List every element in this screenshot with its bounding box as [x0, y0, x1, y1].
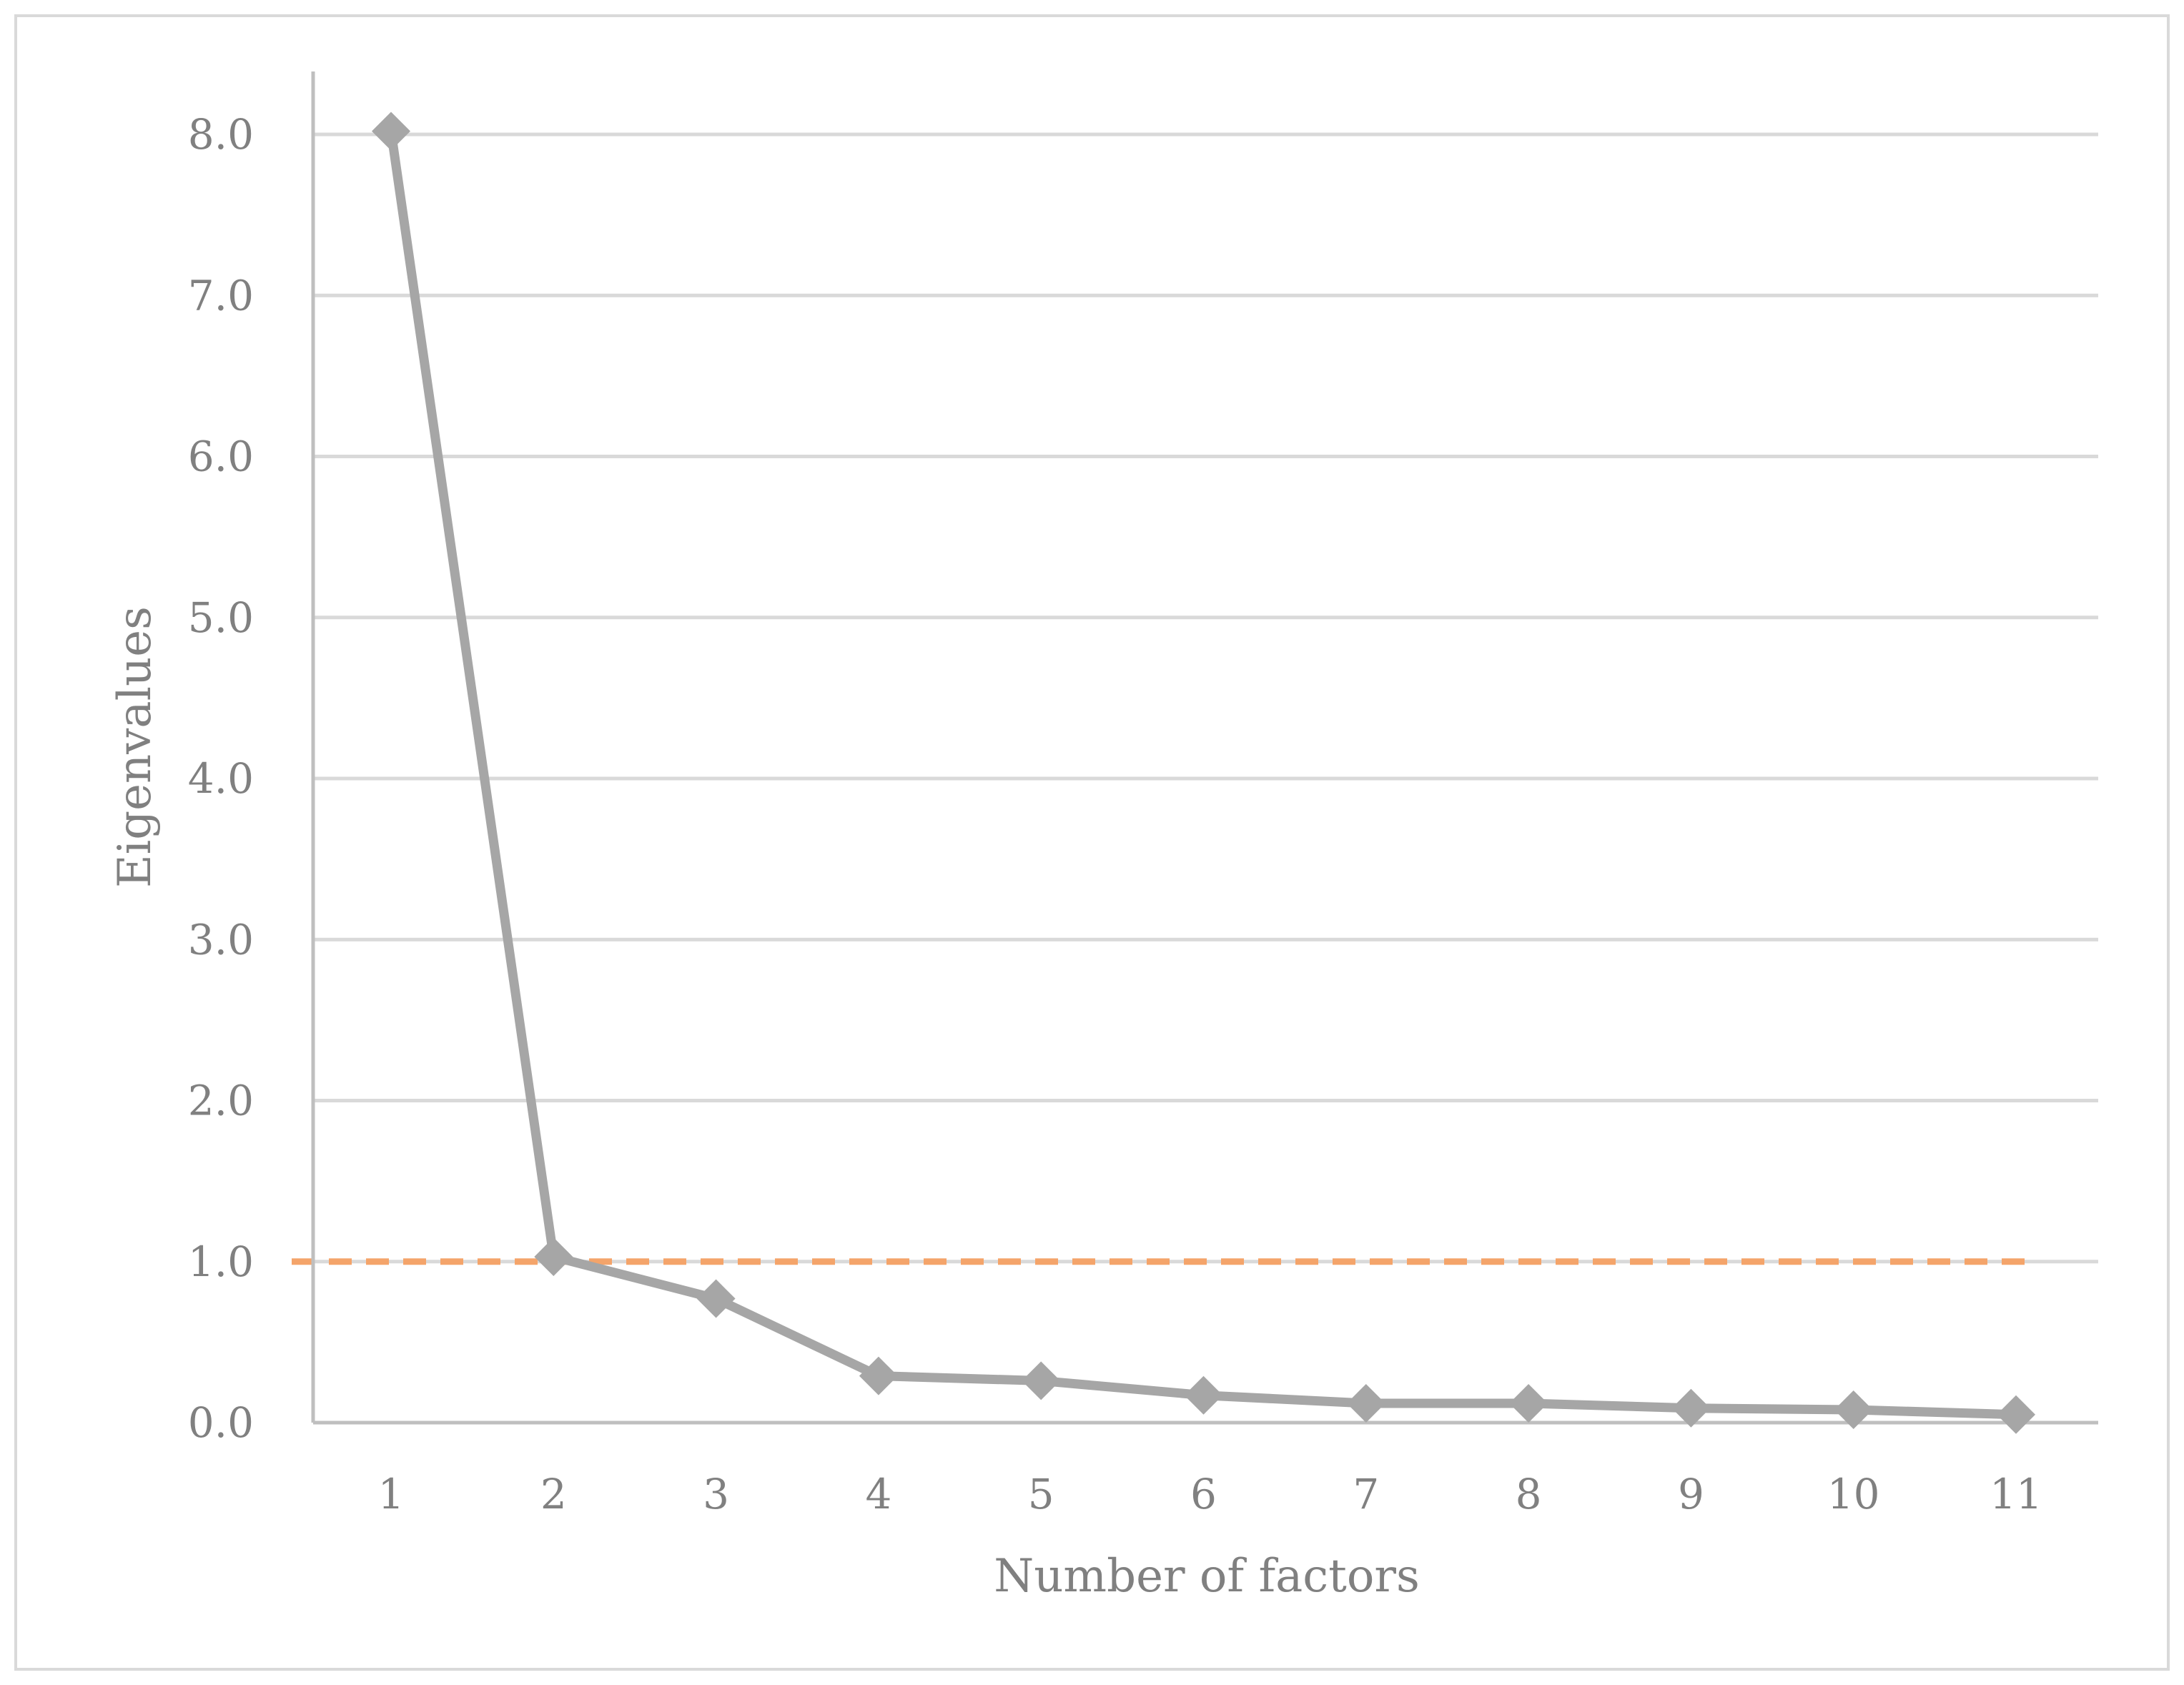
- data-point-marker: [1346, 1383, 1385, 1423]
- y-tick-label: 7.0: [188, 271, 254, 320]
- x-tick-label: 5: [1028, 1470, 1054, 1518]
- data-point-marker: [1997, 1395, 2035, 1434]
- data-point-marker: [1509, 1383, 1548, 1423]
- x-tick-label: 2: [540, 1470, 567, 1518]
- y-tick-label: 6.0: [188, 433, 254, 481]
- x-tick-label: 3: [703, 1470, 729, 1518]
- x-tick-label: 7: [1353, 1470, 1379, 1518]
- data-point-marker: [1184, 1375, 1223, 1415]
- chart-border: [14, 14, 2170, 1671]
- axes: [311, 71, 2098, 1425]
- series-layer: [372, 112, 2035, 1434]
- data-point-marker: [1671, 1388, 1711, 1428]
- y-tick-label: 2.0: [188, 1077, 254, 1125]
- data-point-marker: [534, 1237, 573, 1276]
- x-tick-label: 11: [1990, 1470, 2042, 1518]
- data-point-marker: [696, 1279, 736, 1318]
- y-tick-label: 5.0: [188, 593, 254, 642]
- x-tick-label: 10: [1827, 1470, 1880, 1518]
- tick-labels: 0.0 1.0 2.0 3.0 4.0 5.0 6.0 7.0 8.0 1 2 3 4 5 6 7 8 9 10 11: [188, 110, 2042, 1518]
- x-axis-title: Number of factors: [994, 1550, 1420, 1603]
- x-tick-label: 6: [1190, 1470, 1217, 1518]
- data-point-marker: [1834, 1390, 1873, 1429]
- y-tick-label: 0.0: [188, 1398, 254, 1447]
- y-tick-label: 1.0: [188, 1237, 254, 1286]
- y-tick-label: 8.0: [188, 110, 254, 159]
- x-tick-label: 4: [865, 1470, 891, 1518]
- data-point-marker: [372, 112, 410, 151]
- x-tick-label: 8: [1516, 1470, 1542, 1518]
- y-tick-label: 4.0: [188, 754, 254, 803]
- x-tick-label: 9: [1678, 1470, 1704, 1518]
- y-tick-label: 3.0: [188, 915, 254, 964]
- y-axis-title: Eigenvalues: [109, 606, 162, 888]
- data-point-marker: [859, 1356, 898, 1395]
- data-point-marker: [1022, 1361, 1061, 1400]
- x-tick-label: 1: [378, 1470, 405, 1518]
